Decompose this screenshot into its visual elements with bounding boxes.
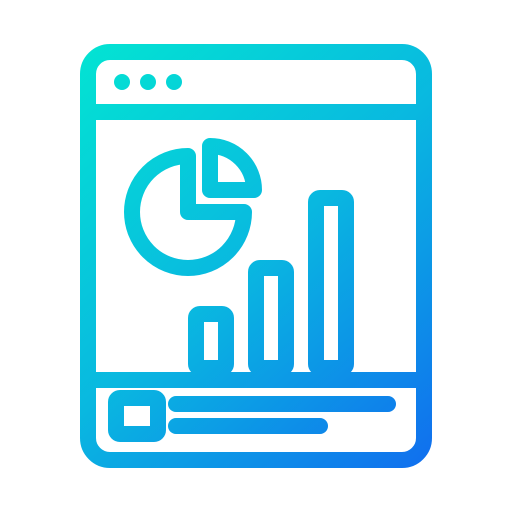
- window-dot-0: [114, 74, 130, 90]
- analytics-report-icon: [0, 0, 512, 512]
- bar-1: [256, 268, 286, 368]
- pie-slice-icon: [210, 146, 254, 190]
- pie-chart-icon: [132, 156, 244, 268]
- footer-thumb: [116, 398, 158, 434]
- analytics-svg: [0, 0, 512, 512]
- bar-0: [196, 314, 226, 368]
- window-dot-1: [140, 74, 156, 90]
- bar-2: [316, 198, 346, 368]
- window-dot-2: [166, 74, 182, 90]
